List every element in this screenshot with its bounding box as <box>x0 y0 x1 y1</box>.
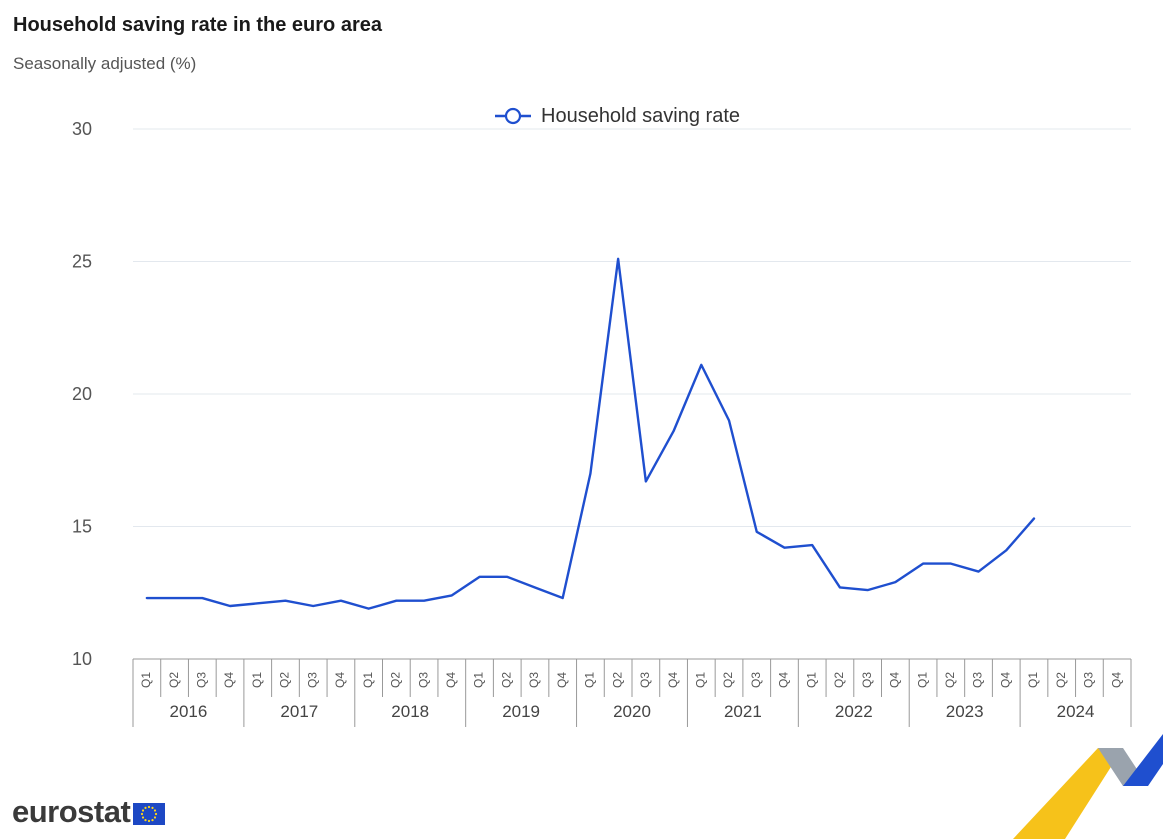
x-tick-label: Q2 <box>1054 672 1068 688</box>
data-point[interactable] <box>862 584 874 596</box>
x-tick-label: Q4 <box>666 672 680 688</box>
legend-item[interactable]: Household saving rate <box>495 105 740 127</box>
data-point[interactable] <box>889 576 901 588</box>
x-tick-label: Q1 <box>139 672 153 688</box>
x-tick-label: Q4 <box>777 672 791 688</box>
y-axis-labels: 10 15 20 25 30 <box>72 119 92 669</box>
x-year-label: 2023 <box>946 702 984 721</box>
data-point[interactable] <box>418 595 430 607</box>
x-tick-label: Q3 <box>971 672 985 688</box>
eu-flag-icon <box>133 802 166 825</box>
data-point[interactable] <box>1028 513 1040 525</box>
x-axis: Q1 Q2 Q3 Q4 Q1 Q2 Q3 Q4 Q1 Q2 Q3 Q4 Q1 Q2 Q3 Q4 Q1 Q2 Q3 Q4… <box>132 658 1132 727</box>
x-tick-label: Q1 <box>472 672 486 688</box>
chart-subtitle: Seasonally adjusted (%) <box>13 54 197 73</box>
y-tick-label: 10 <box>72 649 92 669</box>
x-tick-label: Q2 <box>943 672 957 688</box>
data-point[interactable] <box>446 589 458 601</box>
x-tick-label: Q2 <box>278 672 292 688</box>
x-tick-label: Q3 <box>194 672 208 688</box>
x-year-label: 2020 <box>613 702 651 721</box>
x-tick-label: Q3 <box>416 672 430 688</box>
data-point[interactable] <box>307 600 319 612</box>
data-point[interactable] <box>584 468 596 480</box>
x-tick-label: Q2 <box>499 672 513 688</box>
data-point[interactable] <box>474 571 486 583</box>
logo-text: eurostat <box>12 794 131 829</box>
x-tick-label: Q2 <box>167 672 181 688</box>
data-point[interactable] <box>917 558 929 570</box>
x-year-label: 2016 <box>170 702 208 721</box>
data-point[interactable] <box>723 415 735 427</box>
data-point[interactable] <box>141 592 153 604</box>
x-tick-label: Q1 <box>361 672 375 688</box>
y-tick-label: 15 <box>72 517 92 537</box>
x-year-label: 2022 <box>835 702 873 721</box>
x-tick-label: Q2 <box>832 672 846 688</box>
x-tick-label: Q4 <box>555 672 569 688</box>
grid-lines <box>133 128 1131 527</box>
data-point[interactable] <box>501 571 513 583</box>
data-point[interactable] <box>612 253 624 265</box>
x-tick-label: Q4 <box>444 672 458 688</box>
data-point[interactable] <box>335 595 347 607</box>
x-year-label: 2019 <box>502 702 540 721</box>
x-year-label: 2018 <box>391 702 429 721</box>
chart-title: Household saving rate in the euro area <box>13 14 382 36</box>
x-tick-label: Q3 <box>860 672 874 688</box>
data-point[interactable] <box>279 595 291 607</box>
x-tick-label: Q1 <box>583 672 597 688</box>
data-point[interactable] <box>252 597 264 609</box>
data-point[interactable] <box>224 600 236 612</box>
x-tick-label: Q4 <box>222 672 236 688</box>
eurostat-logo: eurostat <box>12 794 166 829</box>
x-tick-label: Q4 <box>998 672 1012 688</box>
data-point[interactable] <box>1000 544 1012 556</box>
x-tick-label: Q1 <box>804 672 818 688</box>
data-point[interactable] <box>169 592 181 604</box>
x-tick-label: Q3 <box>305 672 319 688</box>
data-point[interactable] <box>196 592 208 604</box>
x-tick-label: Q2 <box>721 672 735 688</box>
data-point[interactable] <box>668 425 680 437</box>
x-year-label: 2017 <box>280 702 318 721</box>
x-tick-label: Q4 <box>1109 672 1123 688</box>
y-tick-label: 25 <box>72 252 92 272</box>
corner-decoration <box>1013 734 1163 839</box>
data-point[interactable] <box>557 592 569 604</box>
legend-marker-icon <box>504 107 522 125</box>
x-tick-label: Q3 <box>527 672 541 688</box>
series-line[interactable] <box>145 257 1036 610</box>
legend[interactable]: Household saving rate <box>495 105 740 127</box>
data-point[interactable] <box>390 595 402 607</box>
x-tick-label: Q1 <box>693 672 707 688</box>
data-point[interactable] <box>945 558 957 570</box>
data-point[interactable] <box>640 475 652 487</box>
x-tick-label: Q4 <box>888 672 902 688</box>
x-tick-label: Q3 <box>1082 672 1096 688</box>
data-point[interactable] <box>363 603 375 615</box>
x-tick-label: Q1 <box>250 672 264 688</box>
data-point[interactable] <box>778 542 790 554</box>
data-point[interactable] <box>806 539 818 551</box>
data-point[interactable] <box>695 359 707 371</box>
legend-label: Household saving rate <box>541 105 740 127</box>
data-point[interactable] <box>751 526 763 538</box>
x-tick-label: Q1 <box>915 672 929 688</box>
y-tick-label: 20 <box>72 384 92 404</box>
data-point[interactable] <box>973 566 985 578</box>
series-layer <box>141 253 1040 615</box>
x-year-label: 2024 <box>1057 702 1095 721</box>
x-tick-label: Q2 <box>610 672 624 688</box>
x-tick-label: Q2 <box>389 672 403 688</box>
data-point[interactable] <box>834 581 846 593</box>
x-tick-label: Q3 <box>638 672 652 688</box>
x-tick-label: Q4 <box>333 672 347 688</box>
x-tick-label: Q3 <box>749 672 763 688</box>
x-tick-label: Q1 <box>1026 672 1040 688</box>
data-point[interactable] <box>529 581 541 593</box>
y-tick-label: 30 <box>72 119 92 139</box>
x-year-label: 2021 <box>724 702 762 721</box>
